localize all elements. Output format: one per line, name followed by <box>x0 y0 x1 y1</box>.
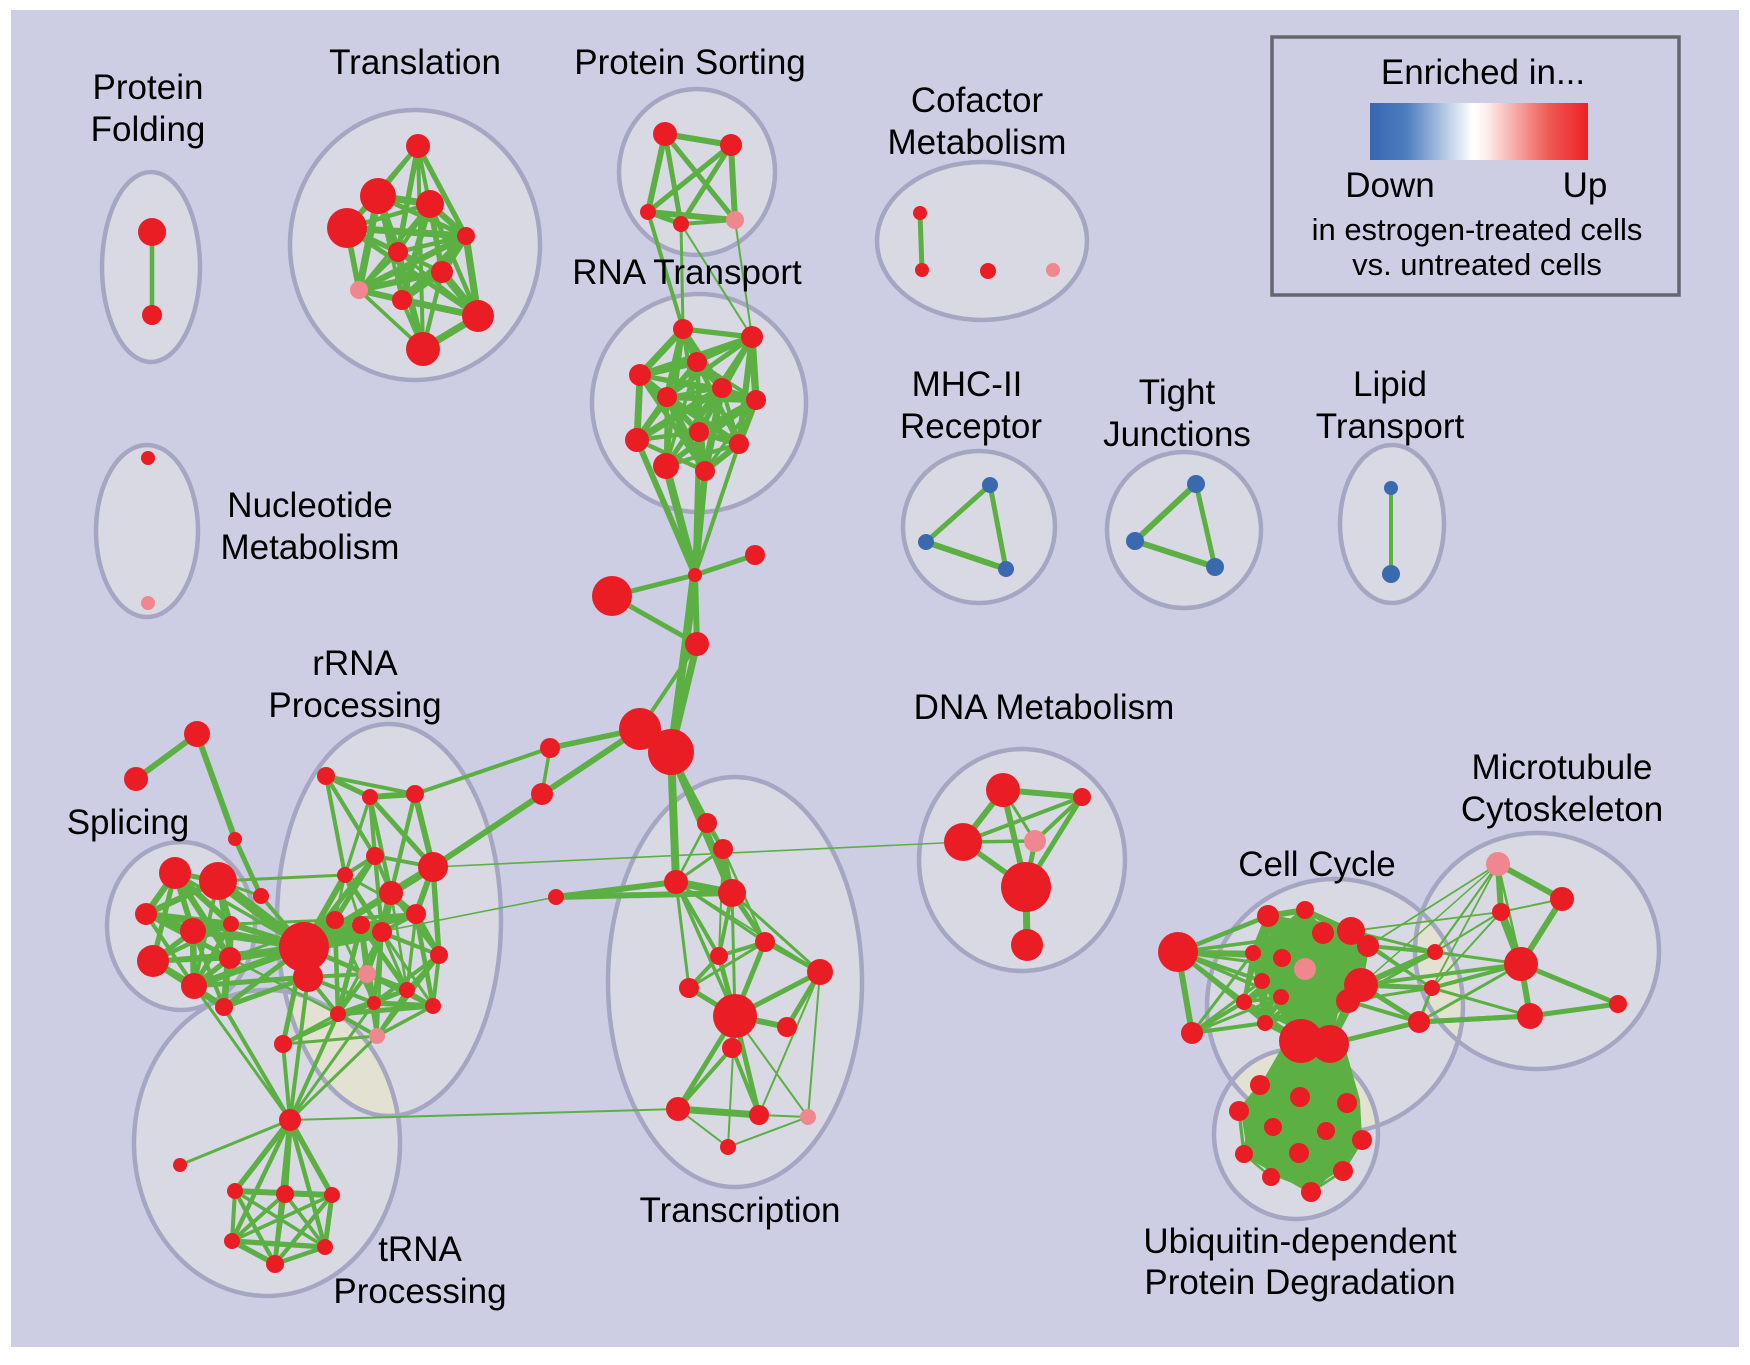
svg-text:DNA Metabolism: DNA Metabolism <box>914 688 1175 727</box>
svg-text:Processing: Processing <box>268 686 441 725</box>
svg-text:Down: Down <box>1345 166 1434 205</box>
svg-text:Microtubule: Microtubule <box>1472 748 1653 787</box>
svg-text:Lipid: Lipid <box>1353 365 1427 404</box>
svg-text:Enriched in...: Enriched in... <box>1381 53 1585 92</box>
svg-text:Tight: Tight <box>1139 373 1216 412</box>
svg-text:Junctions: Junctions <box>1103 415 1251 454</box>
svg-text:Translation: Translation <box>329 43 501 82</box>
svg-text:Metabolism: Metabolism <box>221 528 400 567</box>
svg-text:Protein Degradation: Protein Degradation <box>1144 1263 1455 1302</box>
svg-text:Ubiquitin-dependent: Ubiquitin-dependent <box>1143 1222 1457 1261</box>
svg-text:Up: Up <box>1563 166 1608 205</box>
svg-text:Protein Sorting: Protein Sorting <box>574 43 806 82</box>
svg-text:Cell Cycle: Cell Cycle <box>1238 845 1396 884</box>
svg-text:RNA Transport: RNA Transport <box>572 253 802 292</box>
svg-text:Metabolism: Metabolism <box>888 123 1067 162</box>
svg-text:in estrogen-treated cells: in estrogen-treated cells <box>1312 212 1643 247</box>
svg-text:Cytoskeleton: Cytoskeleton <box>1461 790 1663 829</box>
svg-text:Transport: Transport <box>1316 407 1465 446</box>
svg-text:Transcription: Transcription <box>640 1191 841 1230</box>
svg-text:Cofactor: Cofactor <box>911 81 1044 120</box>
svg-text:Receptor: Receptor <box>900 407 1042 446</box>
svg-text:Folding: Folding <box>91 110 206 149</box>
svg-text:Splicing: Splicing <box>67 803 190 842</box>
svg-text:vs. untreated cells: vs. untreated cells <box>1352 247 1602 282</box>
svg-text:Nucleotide: Nucleotide <box>227 486 392 525</box>
svg-text:MHC-II: MHC-II <box>912 365 1023 404</box>
svg-text:Processing: Processing <box>333 1272 506 1311</box>
svg-text:Protein: Protein <box>93 68 204 107</box>
svg-text:rRNA: rRNA <box>312 644 398 683</box>
svg-text:tRNA: tRNA <box>378 1230 462 1269</box>
